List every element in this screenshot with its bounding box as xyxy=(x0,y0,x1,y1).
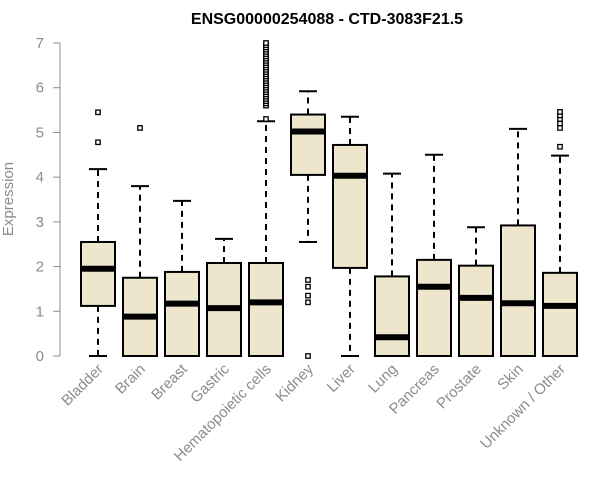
box-breast xyxy=(164,199,200,357)
outlier-point xyxy=(95,139,101,146)
box-prostate xyxy=(458,226,494,358)
y-axis-label: Expression xyxy=(0,162,17,236)
x-tick-label: Liver xyxy=(324,361,359,396)
x-tick-label: Skin xyxy=(494,361,527,394)
outlier-point xyxy=(557,120,563,127)
y-tick-label: 3 xyxy=(36,214,44,231)
box-liver xyxy=(332,115,368,357)
box-iqr xyxy=(374,275,410,357)
outlier-point xyxy=(305,292,311,299)
box-skin xyxy=(500,127,536,357)
x-tick-label: Lung xyxy=(365,361,401,397)
box-kidney xyxy=(290,90,326,359)
box-unknown-other xyxy=(542,109,578,357)
x-tick-label: Brain xyxy=(112,361,149,398)
box-iqr xyxy=(542,271,578,357)
y-tick-label: 0 xyxy=(36,348,44,365)
box-iqr xyxy=(164,270,200,357)
box-iqr xyxy=(458,264,494,358)
outlier-point xyxy=(305,353,311,359)
box-bladder xyxy=(80,109,116,357)
chart-title: ENSG00000254088 - CTD-3083F21.5 xyxy=(191,11,463,28)
box-pancreas xyxy=(416,153,452,357)
outlier-point xyxy=(557,143,563,150)
box-iqr xyxy=(500,224,536,357)
box-gastric xyxy=(206,237,242,358)
outlier-point xyxy=(137,125,143,131)
y-axis: 0 1 2 3 4 5 6 7 xyxy=(36,35,61,365)
outlier-point xyxy=(95,109,101,116)
box-iqr xyxy=(248,261,284,358)
box-iqr xyxy=(332,143,368,269)
box-lung xyxy=(374,172,410,357)
y-tick-label: 5 xyxy=(36,124,44,141)
y-tick-label: 6 xyxy=(36,80,44,97)
x-tick-label: Kidney xyxy=(272,360,317,405)
outlier-point xyxy=(263,40,269,46)
box-brain xyxy=(122,125,158,357)
outlier-point xyxy=(305,283,311,290)
y-tick-label: 2 xyxy=(36,259,44,276)
y-tick-label: 7 xyxy=(36,35,44,52)
x-tick-label: Prostate xyxy=(433,361,485,413)
outlier-point xyxy=(557,109,563,115)
outlier-point xyxy=(305,299,311,306)
x-tick-label: Breast xyxy=(148,360,191,403)
box-iqr xyxy=(416,258,452,357)
outlier-point xyxy=(305,277,311,283)
box-iqr xyxy=(80,240,116,307)
box-hematopoietic-cells xyxy=(248,40,284,358)
boxes-group xyxy=(80,40,578,359)
y-tick-label: 4 xyxy=(36,169,44,186)
outlier-point xyxy=(557,125,563,131)
box-iqr xyxy=(290,113,326,176)
outlier-point xyxy=(263,116,269,122)
y-tick-label: 1 xyxy=(36,303,44,320)
x-tick-label: Bladder xyxy=(58,361,107,410)
